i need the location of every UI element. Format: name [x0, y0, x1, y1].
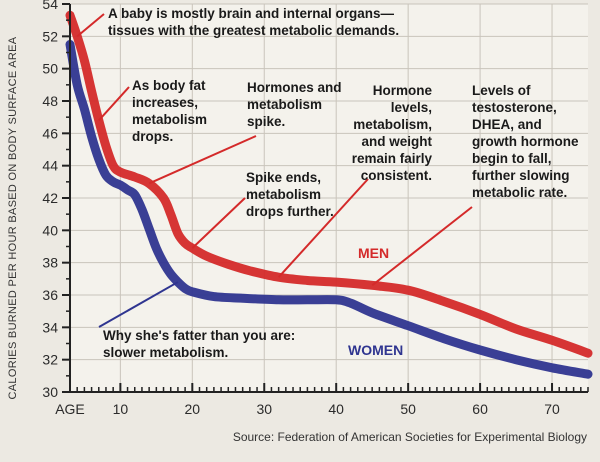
leader-line — [98, 281, 179, 328]
annotation-line: spike. — [247, 114, 285, 129]
grid — [70, 3, 588, 393]
y-tick-label: 42 — [42, 190, 58, 206]
axes — [62, 3, 589, 393]
annotation-line: metabolism — [246, 187, 321, 202]
annotation-line: growth hormone — [472, 134, 579, 149]
annotation-leaders — [76, 13, 473, 328]
y-tick-label: 40 — [42, 222, 58, 238]
annotation-line: increases, — [132, 95, 198, 110]
x-tick-label: 40 — [328, 401, 344, 417]
annotation-4: Hormone levels, metabolism, and weight remai… — [352, 83, 433, 183]
annotation-line: testosterone, — [472, 100, 557, 115]
annotation-6: Spike ends, metabolism drops further. — [246, 170, 334, 219]
x-tick-label: 60 — [472, 401, 488, 417]
x-tick-label: 10 — [113, 401, 129, 417]
annotation-line: Levels of — [472, 83, 531, 98]
annotation-3: Hormones and metabolism spike. — [247, 80, 342, 129]
y-tick-label: 34 — [42, 319, 58, 335]
y-tick-label: 54 — [42, 0, 58, 12]
y-tick-label: 50 — [42, 61, 58, 77]
y-tick-label: 44 — [42, 158, 58, 174]
annotation-5: Levels of testosterone, DHEA, and growth ho… — [472, 83, 579, 200]
series-label-men: MEN — [358, 245, 389, 261]
y-axis-label: CALORIES BURNED PER HOUR BASED ON BODY S… — [7, 36, 19, 399]
annotation-line: tissues with the greatest metabolic dema… — [108, 23, 399, 38]
leader-line — [371, 206, 473, 287]
leader-line — [277, 178, 369, 278]
annotation-line: drops further. — [246, 204, 334, 219]
y-tick-label: 36 — [42, 287, 58, 303]
annotation-line: metabolic rate. — [472, 185, 567, 200]
leader-line — [76, 13, 105, 38]
annotation-line: levels, — [391, 100, 432, 115]
y-tick-label: 38 — [42, 255, 58, 271]
leader-line — [191, 197, 246, 249]
annotation-line: Hormone — [373, 83, 433, 98]
annotation-line: Why she's fatter than you are: — [103, 328, 295, 343]
y-tick-label: 46 — [42, 125, 58, 141]
annotation-line: Spike ends, — [246, 170, 321, 185]
x-axis-label: AGE — [55, 401, 85, 417]
annotation-line: remain fairly — [352, 151, 433, 166]
x-tick-label: 20 — [185, 401, 201, 417]
annotations: A baby is mostly brain and internal orga… — [103, 6, 579, 360]
annotation-line: drops. — [132, 129, 173, 144]
annotation-line: begin to fall, — [472, 151, 552, 166]
annotation-line: metabolism, — [353, 117, 432, 132]
series-line-women — [65, 39, 593, 379]
annotation-line: As body fat — [132, 78, 206, 93]
annotation-line: further slowing — [472, 168, 570, 183]
series-line-men — [65, 10, 593, 358]
x-tick-label: 30 — [256, 401, 272, 417]
annotation-line: consistent. — [361, 168, 432, 183]
annotation-line: DHEA, and — [472, 117, 542, 132]
series-label-women: WOMEN — [348, 342, 403, 358]
tick-labels: 30 32 34 36 38 40 42 44 46 48 50 52 54 10 20 30 40 50 60 70 — [42, 0, 560, 417]
annotation-7: Why she's fatter than you are: slower met… — [103, 328, 295, 360]
y-tick-label: 30 — [42, 384, 58, 400]
x-tick-label: 70 — [544, 401, 560, 417]
y-tick-label: 32 — [42, 352, 58, 368]
leader-line — [148, 135, 257, 185]
annotation-line: metabolism — [132, 112, 207, 127]
annotation-line: A baby is mostly brain and internal orga… — [108, 6, 395, 21]
annotation-line: metabolism — [247, 97, 322, 112]
annotation-line: Hormones and — [247, 80, 342, 95]
leader-line — [98, 86, 130, 122]
annotation-line: slower metabolism. — [103, 345, 228, 360]
annotation-1: A baby is mostly brain and internal orga… — [108, 6, 399, 38]
y-tick-label: 48 — [42, 93, 58, 109]
y-tick-label: 52 — [42, 28, 58, 44]
series-lines — [65, 10, 593, 379]
x-tick-label: 50 — [400, 401, 416, 417]
annotation-2: As body fat increases, metabolism drops. — [132, 78, 207, 144]
source-note: Source: Federation of American Societies… — [233, 430, 587, 444]
annotation-line: and weight — [362, 134, 433, 149]
